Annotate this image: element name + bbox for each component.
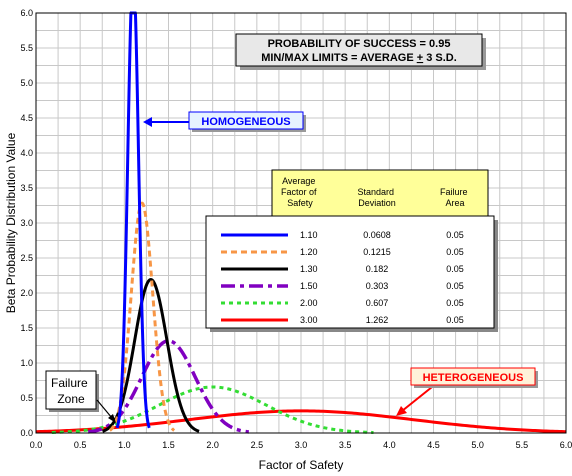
plot-frame <box>35 12 567 434</box>
y-tick-label: 2.0 <box>20 288 33 298</box>
x-tick-label: 5.0 <box>471 440 484 450</box>
x-tick-label: 5.5 <box>516 440 529 450</box>
homogeneous-arrowhead <box>143 117 152 127</box>
legend-header-average: Average Factor of Safety <box>281 176 319 208</box>
legend-failure-area: 0.05 <box>446 247 464 257</box>
y-tick-label: 3.0 <box>20 218 33 228</box>
y-ticks: 0.0 0.5 1.0 1.5 2.0 2.5 3.0 3.5 4.0 4.5 5.0 5.5 6.0 <box>20 8 33 438</box>
x-tick-label: 3.5 <box>339 440 352 450</box>
x-axis-title: Factor of Safety <box>259 458 344 472</box>
legend-failure-area: 0.05 <box>446 230 464 240</box>
y-tick-label: 5.0 <box>20 78 33 88</box>
homogeneous-annotation: HOMOGENEOUS <box>143 111 306 132</box>
legend-average: 3.00 <box>300 315 318 325</box>
legend-failure-area: 0.05 <box>446 264 464 274</box>
y-tick-label: 1.0 <box>20 358 33 368</box>
x-tick-label: 2.5 <box>251 440 264 450</box>
info-box: PROBABILITY OF SUCCESS = 0.95 MIN/MAX LI… <box>235 33 486 70</box>
y-tick-label: 5.5 <box>20 43 33 53</box>
y-tick-label: 1.5 <box>20 323 33 333</box>
legend-sd: 0.182 <box>366 264 389 274</box>
y-tick-label: 4.5 <box>20 113 33 123</box>
x-tick-label: 2.0 <box>206 440 219 450</box>
failure-zone-arrowhead <box>108 414 116 423</box>
legend-sd: 1.262 <box>366 315 389 325</box>
legend-failure-area: 0.05 <box>446 281 464 291</box>
y-tick-label: 2.5 <box>20 253 33 263</box>
x-tick-label: 0.0 <box>30 440 43 450</box>
legend-average: 1.10 <box>300 230 318 240</box>
legend-sd: 0.0608 <box>363 230 391 240</box>
y-tick-label: 6.0 <box>20 8 33 18</box>
legend-sd: 0.1215 <box>363 247 391 257</box>
legend-average: 1.20 <box>300 247 318 257</box>
series-curve-2.00 <box>51 385 374 434</box>
heterogeneous-arrow <box>401 386 433 412</box>
y-tick-label: 0.5 <box>20 393 33 403</box>
legend-failure-area: 0.05 <box>446 298 464 308</box>
heterogeneous-annotation: HETEROGENEOUS <box>396 367 538 416</box>
legend: Average Factor of Safety Standard Deviat… <box>205 169 498 332</box>
x-tick-label: 3.0 <box>295 440 308 450</box>
legend-sd: 0.303 <box>366 281 389 291</box>
legend-rows: 1.10 0.0608 0.05 1.20 0.1215 0.05 1.30 0.182 0.0… <box>221 230 464 325</box>
failure-zone-arrow <box>96 399 113 419</box>
x-ticks: 0.0 0.5 1.0 1.5 2.0 2.5 3.0 3.5 4.0 4.5 5.0 5.5 6.0 <box>30 440 572 450</box>
info-line-2: MIN/MAX LIMITS = AVERAGE + 3 S.D. <box>261 52 457 64</box>
legend-failure-area: 0.05 <box>446 315 464 325</box>
series-curve-3.00 <box>35 409 567 434</box>
y-tick-label: 3.5 <box>20 183 33 193</box>
x-tick-label: 6.0 <box>560 440 572 450</box>
homogeneous-label: HOMOGENEOUS <box>201 116 290 128</box>
heterogeneous-arrowhead <box>396 406 407 416</box>
legend-average: 1.30 <box>300 264 318 274</box>
legend-average: 2.00 <box>300 298 318 308</box>
y-tick-label: 0.0 <box>20 428 33 438</box>
x-tick-label: 4.0 <box>383 440 396 450</box>
failure-zone-annotation: Failure Zone <box>45 370 116 423</box>
plus-minus-sign: + <box>417 52 423 64</box>
legend-header-area: Failure Area <box>440 187 470 208</box>
x-tick-label: 0.5 <box>74 440 87 450</box>
legend-header-sd: Standard Deviation <box>357 187 396 208</box>
legend-average: 1.50 <box>300 281 318 291</box>
failure-zone-label: Failure Zone <box>51 376 91 406</box>
legend-header <box>271 169 489 217</box>
x-tick-label: 4.5 <box>427 440 440 450</box>
legend-sd: 0.607 <box>366 298 389 308</box>
heterogeneous-label: HETEROGENEOUS <box>423 372 524 384</box>
x-tick-label: 1.0 <box>118 440 131 450</box>
y-axis-title: Beta Probability Distribution Value <box>4 132 18 313</box>
info-line-1: PROBABILITY OF SUCCESS = 0.95 <box>268 38 451 50</box>
y-tick-label: 4.0 <box>20 148 33 158</box>
x-tick-label: 1.5 <box>162 440 175 450</box>
